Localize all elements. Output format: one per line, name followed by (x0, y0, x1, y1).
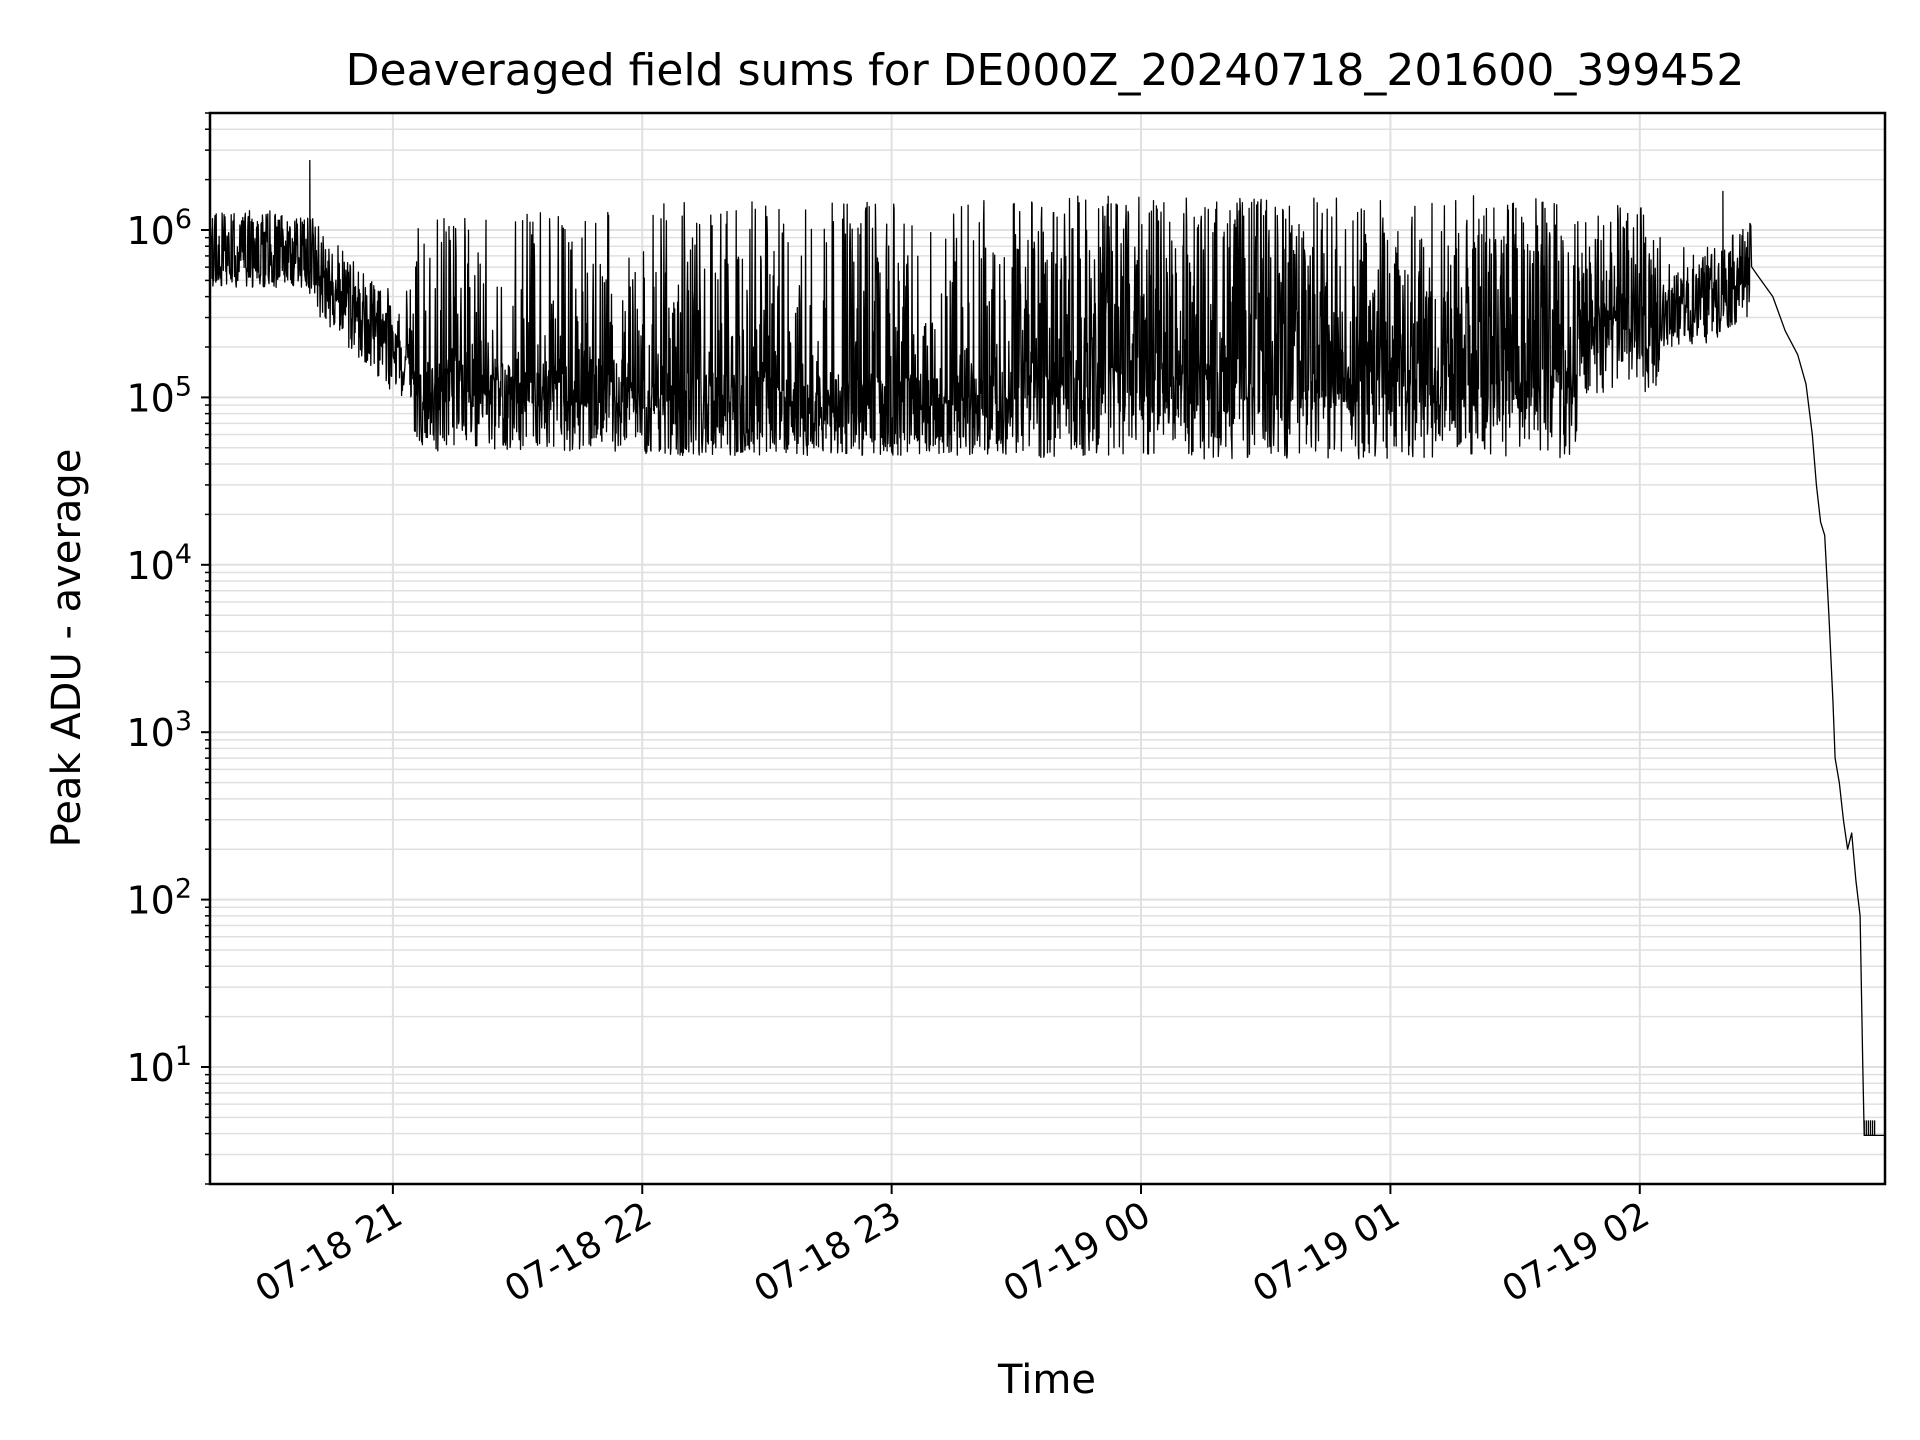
y-tick-label: 106 (126, 204, 192, 253)
y-tick-label: 105 (126, 371, 192, 420)
plot-frame (208, 111, 1887, 1186)
y-tick-label: 102 (126, 874, 192, 923)
y-axis-label: Peak ADU - average (44, 449, 90, 848)
series-line (209, 159, 1885, 1137)
y-tick-label: 101 (126, 1041, 192, 1090)
y-tick-label: 103 (126, 706, 192, 755)
x-axis-label: Time (997, 1357, 1096, 1403)
y-tick-label: 104 (126, 539, 192, 588)
plot-area (209, 159, 1885, 1137)
chart-title: Deaveraged field sums for DE000Z_2024071… (346, 45, 1745, 96)
